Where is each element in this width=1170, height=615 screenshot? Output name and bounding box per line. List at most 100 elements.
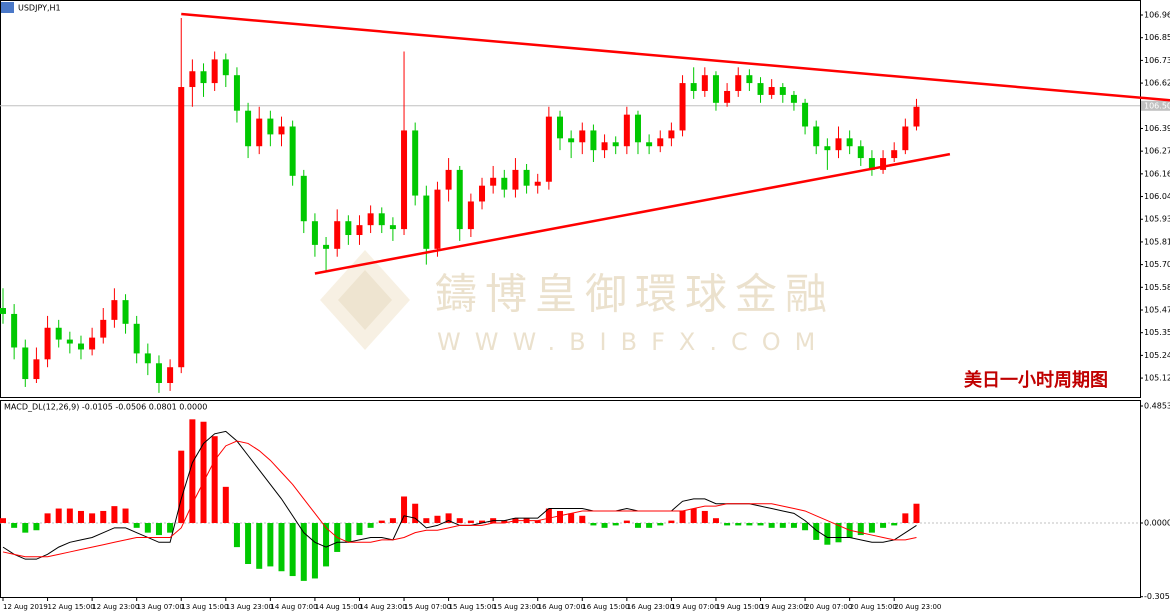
candle-body bbox=[211, 59, 218, 84]
x-tick-label: 14 Aug 23:00 bbox=[359, 603, 406, 611]
macd-bar bbox=[122, 508, 129, 524]
macd-panel bbox=[0, 400, 1141, 598]
macd-bar bbox=[89, 513, 96, 524]
macd-bar bbox=[311, 523, 318, 579]
macd-bar bbox=[779, 523, 786, 528]
macd-bar bbox=[367, 523, 374, 528]
candle-body bbox=[712, 75, 719, 103]
candle-body bbox=[100, 319, 107, 338]
candle-body bbox=[33, 359, 40, 380]
macd-bar bbox=[0, 518, 6, 524]
candle-body bbox=[757, 83, 764, 95]
candle-body bbox=[189, 71, 196, 88]
macd-bar bbox=[746, 523, 753, 526]
candle-body bbox=[0, 308, 6, 314]
y-tick-label: 106.160 bbox=[1144, 169, 1170, 178]
macd-bar bbox=[267, 523, 274, 567]
x-tick-label: 20 Aug 15:00 bbox=[850, 603, 897, 611]
macd-bar bbox=[44, 513, 51, 524]
macd-bar bbox=[155, 523, 162, 536]
candle-body bbox=[523, 169, 530, 186]
macd-line bbox=[2, 430, 917, 560]
x-tick-label: 14 Aug 07:00 bbox=[270, 603, 317, 611]
candle-body bbox=[813, 126, 820, 147]
candle-body bbox=[679, 83, 686, 131]
macd-bar bbox=[445, 513, 452, 524]
y-tick-label: 106.045 bbox=[1144, 192, 1170, 201]
candle-body bbox=[378, 213, 385, 226]
macd-bar bbox=[133, 523, 140, 528]
macd-bar bbox=[557, 510, 563, 524]
x-tick-label: 12 Aug 23:00 bbox=[92, 603, 139, 611]
macd-bar bbox=[200, 421, 207, 524]
candle-body bbox=[724, 90, 731, 103]
candle-body bbox=[857, 146, 864, 159]
candle-body bbox=[768, 87, 775, 95]
macd-bar bbox=[902, 513, 909, 524]
macd-bar bbox=[891, 523, 898, 526]
macd-bar bbox=[501, 520, 508, 524]
candle-body bbox=[311, 221, 318, 245]
macd-bar bbox=[11, 523, 18, 528]
macd-bar bbox=[568, 513, 575, 524]
watermark-logo bbox=[320, 250, 410, 350]
candle-body bbox=[155, 363, 162, 384]
candle-body bbox=[913, 106, 920, 127]
x-tick-label: 12 Aug 15:00 bbox=[48, 603, 95, 611]
candle-body bbox=[479, 185, 486, 202]
macd-bar bbox=[868, 523, 875, 533]
macd-bar bbox=[880, 523, 887, 528]
candle-body bbox=[623, 114, 630, 147]
macd-bar bbox=[712, 518, 719, 524]
macd-bar bbox=[55, 508, 62, 524]
macd-bar bbox=[768, 523, 775, 528]
candle-body bbox=[200, 71, 207, 84]
macd-bar bbox=[824, 523, 831, 545]
candle-body bbox=[802, 102, 809, 127]
candle-body bbox=[55, 327, 62, 340]
candle-body bbox=[22, 347, 29, 380]
candle-body bbox=[701, 75, 708, 91]
annotation: 美日一小时周期图 bbox=[964, 369, 1108, 391]
macd-bar bbox=[857, 523, 864, 536]
macd-bar bbox=[245, 523, 252, 565]
candle-body bbox=[245, 110, 252, 147]
candle-body bbox=[746, 75, 753, 84]
candle-body bbox=[612, 142, 619, 147]
candle-body bbox=[77, 343, 84, 350]
macd-bar bbox=[401, 496, 408, 524]
candle-body bbox=[178, 87, 185, 368]
x-tick-label: 20 Aug 07:00 bbox=[805, 603, 852, 611]
candle-body bbox=[334, 221, 341, 249]
macd-bar bbox=[590, 523, 597, 526]
candle-body bbox=[122, 300, 129, 324]
candle-body bbox=[880, 158, 887, 170]
macd-bar bbox=[22, 523, 29, 533]
macd-bar bbox=[724, 523, 731, 526]
y2-tick-label: 0.4853 bbox=[1144, 401, 1170, 410]
y-tick-label: 105.930 bbox=[1144, 215, 1170, 224]
macd-bar bbox=[144, 523, 151, 533]
y-tick-label: 106.850 bbox=[1144, 33, 1170, 42]
x-tick-label: 19 Aug 15:00 bbox=[716, 603, 763, 611]
macd-bar bbox=[813, 523, 820, 540]
y-tick-label: 105.470 bbox=[1144, 305, 1170, 314]
macd-bar bbox=[33, 523, 40, 531]
candle-body bbox=[356, 225, 363, 236]
candle-body bbox=[646, 142, 653, 147]
macd-bar bbox=[690, 508, 697, 524]
candle-body bbox=[779, 87, 786, 95]
macd-bar bbox=[178, 450, 185, 524]
candle-body bbox=[300, 175, 307, 222]
macd-bar bbox=[300, 523, 307, 581]
macd-bar bbox=[278, 523, 285, 572]
y-tick-label: 106.275 bbox=[1144, 147, 1170, 156]
candle-body bbox=[412, 130, 419, 196]
y-tick-label: 105.125 bbox=[1144, 374, 1170, 383]
x-tick-label: 15 Aug 23:00 bbox=[493, 603, 540, 611]
macd-bar bbox=[657, 523, 664, 526]
trendline bbox=[314, 152, 951, 275]
candle-body bbox=[367, 213, 374, 226]
macd-bar bbox=[612, 523, 619, 526]
macd-bar bbox=[579, 515, 586, 524]
